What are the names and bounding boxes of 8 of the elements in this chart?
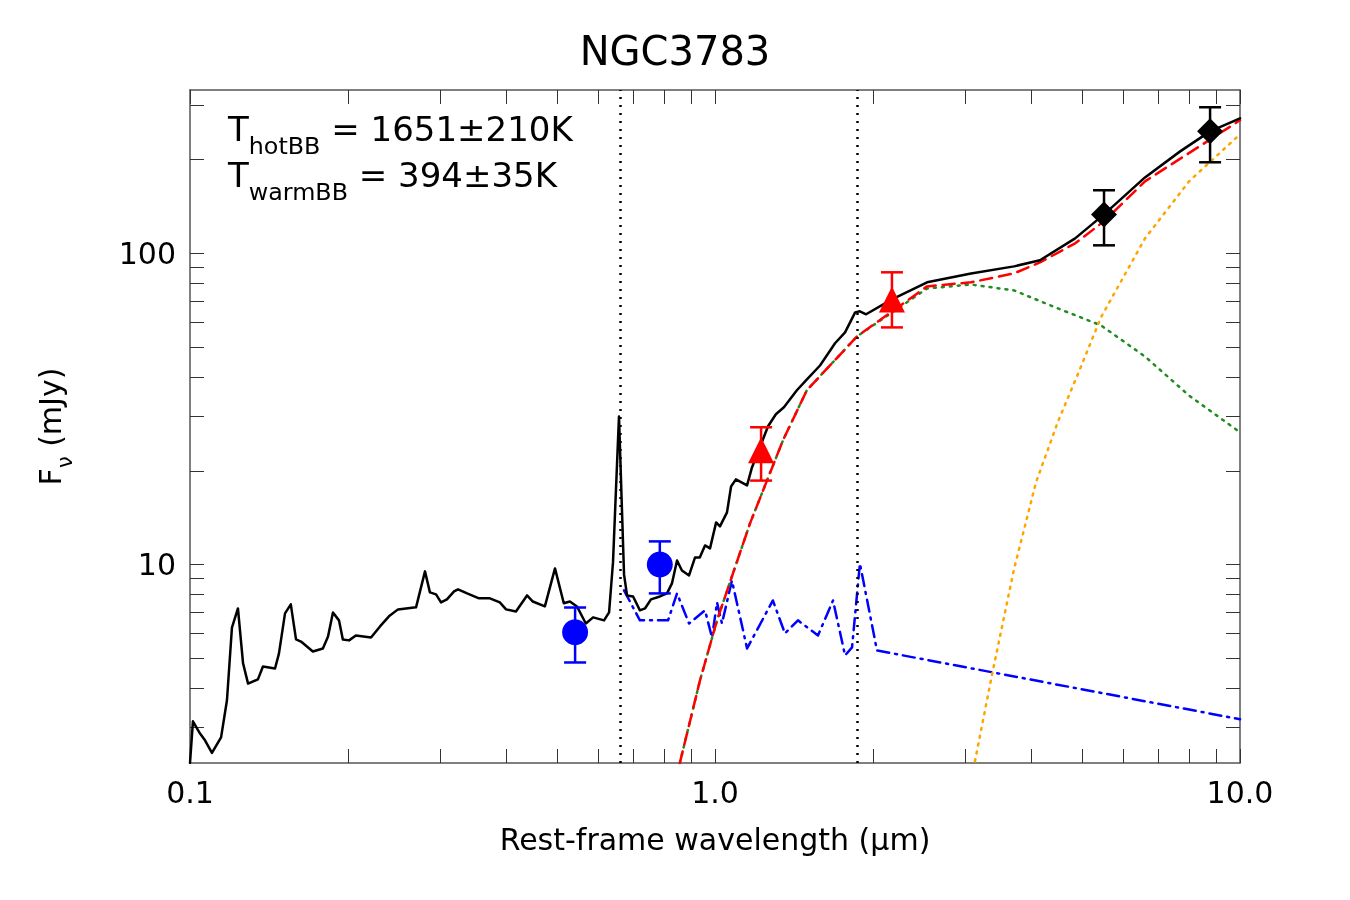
chart-title: NGC3783: [579, 28, 771, 74]
x-tick-label: 1.0: [691, 774, 739, 810]
y-tick-label: 100: [118, 235, 176, 271]
x-tick-label: 10.0: [1206, 774, 1274, 810]
y-tick-label: 10: [137, 546, 176, 582]
y-axis-title: Fν (mJy): [32, 367, 77, 486]
x-tick-label: 0.1: [166, 774, 214, 810]
x-axis-title: Rest-frame wavelength (μm): [499, 821, 931, 857]
